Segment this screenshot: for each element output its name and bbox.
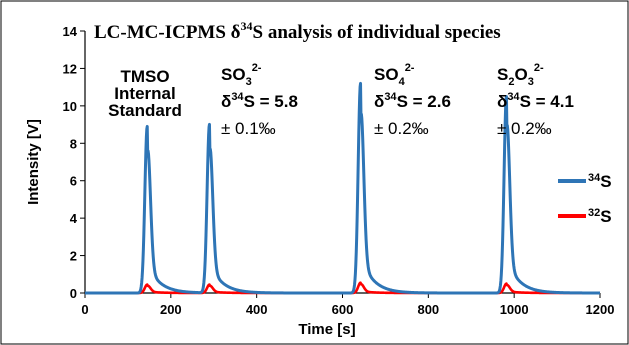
annotation-so4: SO42- δ34S = 2.6 ± 0.2‰ [374,62,451,138]
y-tick-label: 2 [70,249,77,264]
legend-label-34s: 34S [588,172,612,191]
x-ticks: 0 200 400 600 800 1000 1200 [81,293,614,317]
x-axis-label: Time [s] [298,321,355,338]
y-tick-label: 4 [70,211,78,226]
legend: 34S 32S [558,172,612,226]
annotation-s2o3-uncertainty: ± 0.2‰ [497,119,552,138]
chart-title: LC-MC-ICPMS δ34S analysis of individual … [94,19,501,43]
y-ticks: 0 2 4 6 8 10 12 14 [63,24,85,301]
annotation-so4-uncertainty: ± 0.2‰ [374,119,429,138]
annotation-so4-delta: δ34S = 2.6 [374,91,451,111]
annotation-tmso: TMSO Internal Standard [108,67,182,120]
annotation-so4-formula: SO42- [374,62,415,88]
annotation-so3-formula: SO32- [221,62,262,88]
y-tick-label: 10 [63,99,77,114]
x-tick-label: 400 [246,302,268,317]
annotation-tmso-line3: Standard [108,101,182,120]
series-layer [83,81,602,295]
y-tick-label: 14 [63,24,78,39]
annotation-s2o3-formula: S2O32- [497,62,544,88]
y-axis-label: Intensity [V] [25,119,42,205]
annotation-so3: SO32- δ34S = 5.8 ± 0.1‰ [221,62,298,138]
x-tick-label: 1000 [500,302,529,317]
annotation-so3-uncertainty: ± 0.1‰ [221,119,276,138]
legend-label-32s: 32S [588,207,612,226]
x-tick-label: 0 [81,302,88,317]
y-tick-label: 8 [70,136,77,151]
annotation-tmso-line2: Internal [114,84,175,103]
x-tick-label: 800 [417,302,439,317]
x-tick-label: 1200 [586,302,615,317]
x-tick-label: 600 [332,302,354,317]
x-tick-label: 200 [160,302,182,317]
y-tick-label: 6 [70,174,77,189]
annotation-s2o3-delta: δ34S = 4.1 [497,91,574,111]
y-tick-label: 0 [70,286,77,301]
annotation-s2o3: S2O32- δ34S = 4.1 ± 0.2‰ [497,62,574,138]
annotation-so3-delta: δ34S = 5.8 [221,91,298,111]
annotation-tmso-line1: TMSO [120,67,169,86]
y-tick-label: 12 [63,61,77,76]
series-line-34s [83,81,602,295]
